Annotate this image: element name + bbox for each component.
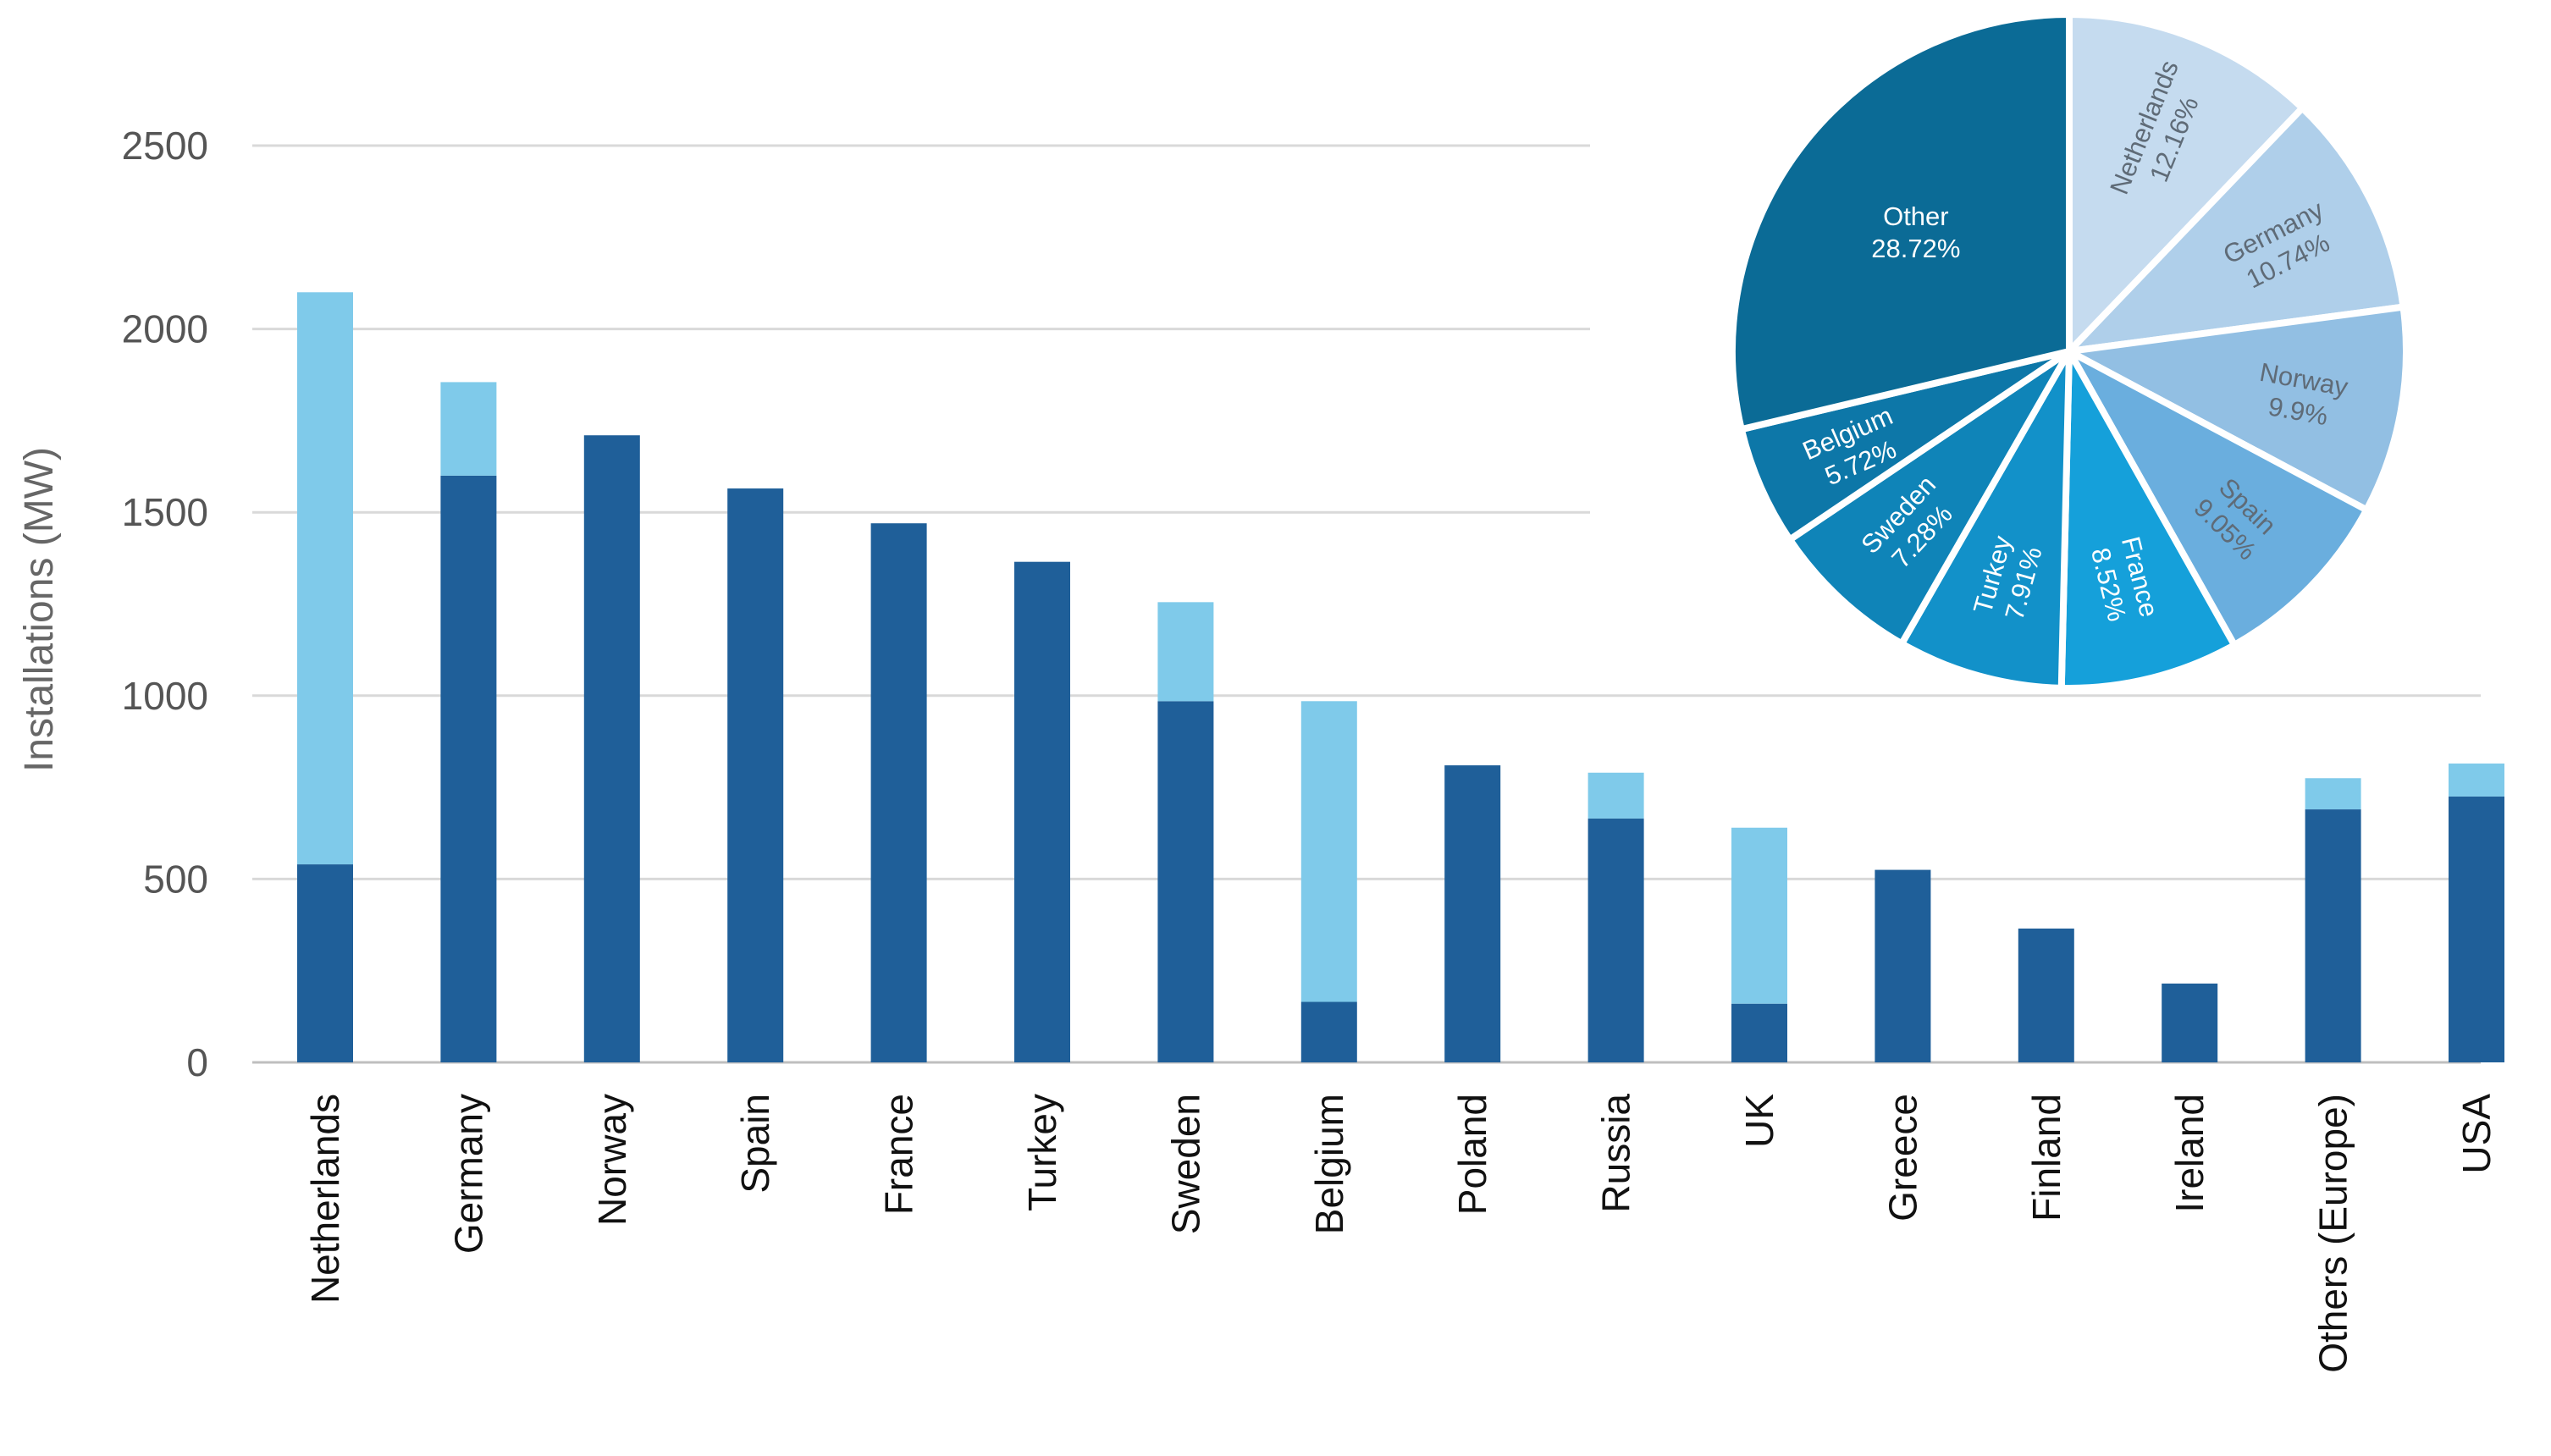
- y-tick-label: 1500: [122, 490, 208, 534]
- bars: [297, 292, 2504, 1062]
- x-category-label: Sweden: [1163, 1094, 1207, 1234]
- x-category-label: Ireland: [2167, 1094, 2211, 1213]
- x-category-label: Belgium: [1307, 1094, 1351, 1234]
- pie-slice-netherlands: [2066, 11, 2306, 355]
- x-category-label: Turkey: [1020, 1094, 1064, 1211]
- bar-russia-series-0: [1587, 818, 1644, 1062]
- bar-turkey-series-0: [1014, 561, 1070, 1062]
- pie-label-other: Other 28.72%: [1871, 201, 1960, 263]
- x-category-label: Norway: [590, 1094, 634, 1226]
- y-tick-label: 1000: [122, 674, 208, 718]
- y-tick-label: 2000: [122, 307, 208, 351]
- pie-slice-germany: [2066, 104, 2407, 355]
- bar-others-europe--series-1: [2305, 778, 2361, 810]
- bar-uk-series-1: [1731, 827, 1787, 1004]
- bar-belgium-series-1: [1300, 701, 1357, 1002]
- bar-germany-series-1: [440, 382, 497, 476]
- x-axis-category-labels: Netherlands Germany Norway Spain France Turke…: [303, 1094, 2499, 1373]
- pie-slice-name: Other: [1883, 201, 1949, 231]
- pie-slice-sweden: [1786, 348, 2073, 648]
- bar-usa-series-0: [2449, 796, 2504, 1062]
- x-category-label: Finland: [2024, 1094, 2068, 1222]
- bar-ireland-series-0: [2162, 983, 2218, 1062]
- pie-slice-other: [1729, 11, 2073, 433]
- bar-france-series-0: [870, 523, 927, 1062]
- bar-sweden-series-1: [1157, 602, 1214, 702]
- bar-netherlands-series-1: [297, 292, 353, 865]
- y-axis-title: Installations (MW): [17, 447, 62, 772]
- bar-usa-series-1: [2449, 763, 2504, 797]
- x-category-label: Others (Europe): [2311, 1094, 2355, 1373]
- bar-netherlands-series-0: [297, 864, 353, 1062]
- bar-uk-series-0: [1731, 1003, 1787, 1062]
- x-category-label: France: [877, 1094, 921, 1215]
- pie-chart: Netherlands12.16%Germany10.74%Norway9.9%…: [1729, 11, 2410, 692]
- x-category-label: Greece: [1880, 1094, 1924, 1222]
- x-category-label: Russia: [1594, 1094, 1638, 1213]
- x-category-label: UK: [1737, 1094, 1781, 1148]
- pie-slice-france: [2057, 348, 2239, 692]
- x-category-label: USA: [2454, 1094, 2499, 1174]
- x-category-label: Poland: [1450, 1094, 1494, 1215]
- x-category-label: Netherlands: [303, 1094, 347, 1304]
- bar-norway-series-0: [583, 435, 640, 1062]
- bar-russia-series-1: [1587, 772, 1644, 819]
- y-tick-label: 0: [186, 1040, 208, 1084]
- y-tick-label: 500: [143, 857, 208, 901]
- pie-slice-turkey: [1898, 348, 2073, 692]
- x-category-label: Germany: [446, 1094, 490, 1254]
- y-tick-label: 2500: [122, 124, 208, 168]
- pie-slice-spain: [2066, 348, 2371, 648]
- bar-sweden-series-0: [1157, 701, 1214, 1062]
- bar-spain-series-0: [727, 488, 784, 1062]
- bar-others-europe--series-0: [2305, 809, 2361, 1062]
- y-axis-ticks: 0 500 1000 1500 2000 2500: [122, 124, 208, 1084]
- bar-germany-series-0: [440, 475, 497, 1062]
- bar-greece-series-0: [1875, 869, 1931, 1062]
- x-category-label: Spain: [733, 1094, 777, 1194]
- pie-slice-percent: 28.72%: [1871, 234, 1960, 263]
- bar-belgium-series-0: [1300, 1001, 1357, 1062]
- pie-slice-norway: [2066, 303, 2410, 514]
- bar-finland-series-0: [2018, 928, 2074, 1062]
- bar-poland-series-0: [1444, 765, 1501, 1062]
